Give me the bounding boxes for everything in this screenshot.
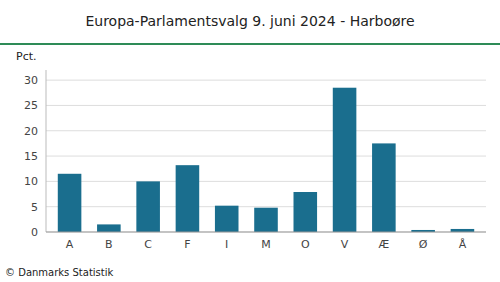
grid bbox=[46, 80, 486, 232]
bar bbox=[176, 165, 200, 232]
x-tick-label: C bbox=[144, 238, 152, 251]
y-tick-label: 30 bbox=[24, 74, 38, 87]
bar bbox=[97, 224, 121, 232]
chart: Europa-Parlamentsvalg 9. juni 2024 - Har… bbox=[0, 0, 500, 282]
x-tick-label: O bbox=[301, 238, 310, 251]
y-tick-label: 0 bbox=[31, 226, 38, 239]
x-tick-label: B bbox=[105, 238, 113, 251]
grid-line bbox=[46, 105, 486, 106]
y-tick-label: 5 bbox=[31, 201, 38, 214]
x-tick-label: Å bbox=[459, 238, 467, 251]
x-tick-label: F bbox=[184, 238, 190, 251]
y-tick-label: 25 bbox=[24, 99, 38, 112]
y-axis-label: Pct. bbox=[16, 50, 37, 63]
bar bbox=[333, 88, 357, 232]
bar bbox=[136, 181, 160, 232]
grid-line bbox=[46, 156, 486, 157]
y-tick-label: 20 bbox=[24, 125, 38, 138]
bar bbox=[294, 192, 318, 232]
bar bbox=[58, 174, 82, 232]
y-tick-label: 15 bbox=[24, 150, 38, 163]
bar bbox=[254, 208, 278, 232]
y-tick-label: 10 bbox=[24, 175, 38, 188]
x-tick-label: Ø bbox=[419, 238, 428, 251]
y-axis-line bbox=[46, 70, 47, 232]
grid-line bbox=[46, 181, 486, 182]
x-tick-label: Æ bbox=[378, 238, 389, 251]
grid-line bbox=[46, 130, 486, 131]
x-tick-label: I bbox=[225, 238, 228, 251]
grid-line bbox=[46, 206, 486, 207]
x-tick-label: M bbox=[261, 238, 271, 251]
bar bbox=[372, 143, 396, 232]
x-axis-line bbox=[46, 232, 486, 233]
title: Europa-Parlamentsvalg 9. juni 2024 - Har… bbox=[85, 13, 414, 29]
x-tick-label: A bbox=[66, 238, 74, 251]
bar bbox=[215, 206, 239, 232]
grid-line bbox=[46, 232, 486, 233]
bars bbox=[58, 88, 474, 232]
grid-line bbox=[46, 80, 486, 81]
title-rule bbox=[0, 43, 500, 45]
footer: © Danmarks Statistik bbox=[5, 267, 114, 278]
x-tick-label: V bbox=[341, 238, 349, 251]
